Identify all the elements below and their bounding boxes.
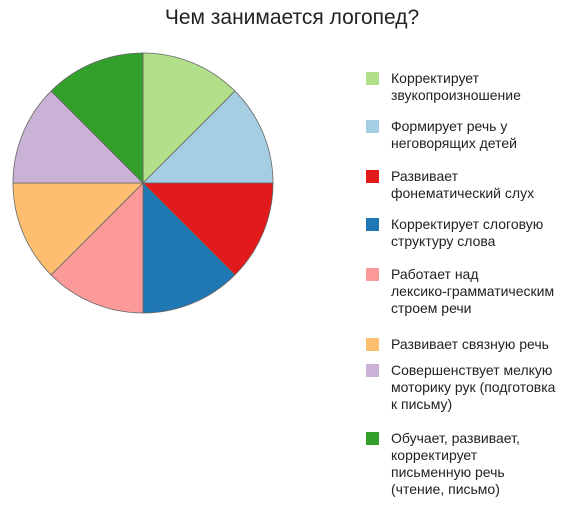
legend-label: Развивает фонематический слух	[391, 168, 535, 201]
pie-slice-8	[50, 52, 144, 184]
legend-label: Обучает, развивает, корректирует письмен…	[391, 430, 520, 497]
legend-swatch	[366, 120, 379, 133]
legend-swatch	[366, 432, 379, 445]
legend-item: Развивает связную речь	[366, 336, 578, 353]
legend-item: Работает над лексико-грамматическим стро…	[366, 266, 578, 317]
legend-swatch	[366, 72, 379, 85]
pie-slice-4	[142, 182, 236, 314]
pie-slice-7	[12, 90, 144, 184]
pie-chart	[12, 52, 274, 314]
legend-label: Формирует речь у неговорящих детей	[391, 118, 517, 151]
legend-item: Формирует речь у неговорящих детей	[366, 118, 578, 152]
legend-item: Развивает фонематический слух	[366, 168, 578, 202]
legend-swatch	[366, 364, 379, 377]
pie-slice-6	[12, 182, 144, 276]
legend-item: Корректирует слоговую структуру слова	[366, 216, 578, 250]
legend-swatch	[366, 170, 379, 183]
pie-slice-1	[142, 52, 236, 184]
legend-item: Корректирует звукопроизношение	[366, 70, 578, 104]
chart-title: Чем занимается логопед?	[164, 6, 420, 29]
pie-slice-2	[142, 90, 274, 184]
legend-label: Корректирует звукопроизношение	[391, 70, 521, 103]
legend-item: Обучает, развивает, корректирует письмен…	[366, 430, 578, 498]
legend-label: Работает над лексико-грамматическим стро…	[391, 266, 555, 316]
legend-label: Развивает связную речь	[391, 336, 549, 352]
legend-swatch	[366, 268, 379, 281]
legend-item: Совершенствует мелкую моторику рук (подг…	[366, 362, 578, 413]
legend-label: Корректирует слоговую структуру слова	[391, 216, 544, 249]
pie-slice-3	[142, 182, 274, 276]
legend-label: Совершенствует мелкую моторику рук (подг…	[391, 362, 556, 412]
legend-swatch	[366, 218, 379, 231]
pie-slice-5	[50, 182, 144, 314]
legend-swatch	[366, 338, 379, 351]
